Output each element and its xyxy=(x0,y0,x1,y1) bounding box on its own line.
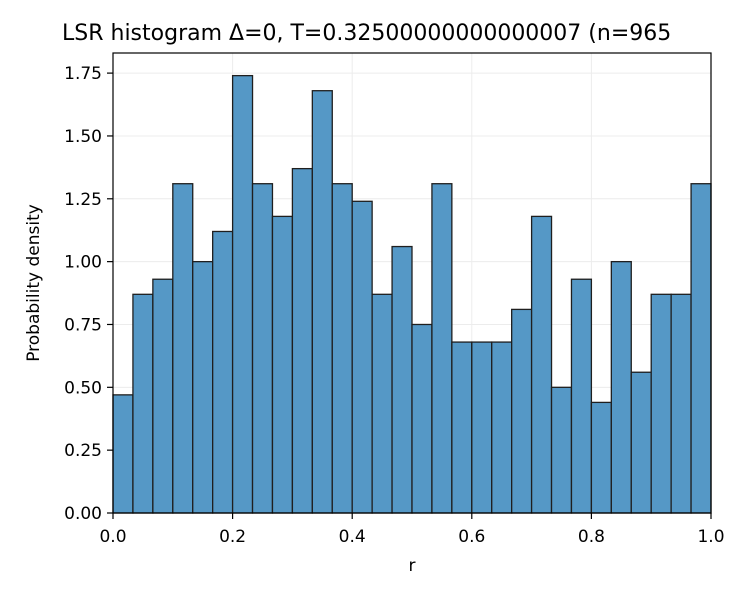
histogram-bar xyxy=(172,183,194,514)
histogram-bar xyxy=(271,215,294,514)
histogram-bar xyxy=(291,167,313,514)
chart-title: LSR histogram Δ=0, T=0.32500000000000007… xyxy=(62,21,671,46)
histogram-bar xyxy=(670,293,692,514)
x-tick-label: 0.2 xyxy=(219,527,246,547)
histogram-bar xyxy=(311,90,333,514)
y-tick-label: 1.75 xyxy=(64,64,102,84)
histogram-bar xyxy=(112,394,134,514)
x-tick-label: 0.0 xyxy=(99,527,126,547)
y-tick-label: 1.00 xyxy=(64,253,102,273)
ticks: 0.0 0.2 0.4 0.6 0.8 1.0 0.00 0.25 0.50 0.75 1.00 1.… xyxy=(64,64,724,547)
histogram-bar xyxy=(152,278,174,514)
histogram-bar xyxy=(610,260,632,514)
histogram-bar xyxy=(650,293,672,514)
y-tick-label: 0.75 xyxy=(64,315,102,335)
histogram-bar xyxy=(231,74,254,514)
x-tick-label: 0.4 xyxy=(339,527,366,547)
histogram-bar xyxy=(511,308,533,514)
histogram-bar xyxy=(590,401,612,514)
histogram-bar xyxy=(132,293,154,514)
histogram-bar xyxy=(530,215,553,514)
histogram-bar xyxy=(192,260,214,514)
y-tick-label: 0.50 xyxy=(64,378,102,398)
plot-frame xyxy=(112,52,712,514)
y-tick-label: 0.00 xyxy=(64,504,102,524)
histogram-bar xyxy=(371,293,393,514)
histogram-bar xyxy=(331,183,353,514)
y-axis-label: Probability density xyxy=(24,204,44,362)
x-tick-label: 0.6 xyxy=(458,527,485,547)
y-tick-label: 1.50 xyxy=(64,127,102,147)
histogram-bar xyxy=(431,183,453,514)
x-tick-label: 1.0 xyxy=(697,527,724,547)
y-tick-label: 1.25 xyxy=(64,190,102,210)
histogram-bar xyxy=(212,230,234,514)
histogram-bar xyxy=(391,245,413,514)
histogram-bar xyxy=(451,341,473,514)
x-axis-label: r xyxy=(409,556,416,576)
histogram-bar xyxy=(550,386,573,514)
histogram-bar xyxy=(491,341,513,514)
histogram-bar xyxy=(690,183,712,514)
histogram-bar xyxy=(411,323,433,514)
histogram-bar xyxy=(471,341,493,514)
histogram-bar xyxy=(251,183,274,514)
histogram-bar xyxy=(570,278,593,514)
histogram-bar xyxy=(351,200,373,514)
x-tick-label: 0.8 xyxy=(578,527,605,547)
histogram-bar xyxy=(630,371,652,514)
y-tick-label: 0.25 xyxy=(64,441,102,461)
